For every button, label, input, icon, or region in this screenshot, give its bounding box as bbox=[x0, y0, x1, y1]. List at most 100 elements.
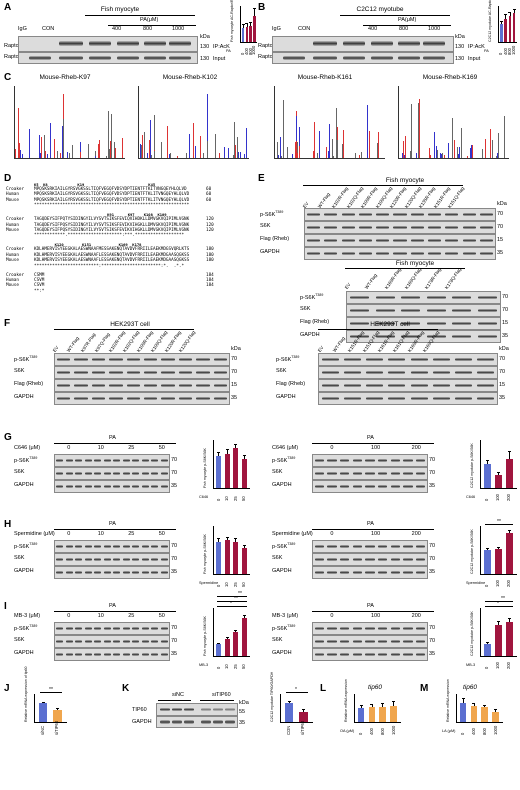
chart-bar bbox=[470, 706, 478, 722]
panel-g-left-chart: 0 10 25 50 Fish myocyte p-S6K/S6K C646 bbox=[199, 440, 250, 502]
title-line bbox=[54, 329, 194, 330]
chart-bar bbox=[284, 703, 294, 722]
chart-bar bbox=[216, 456, 222, 488]
spectrum-peak bbox=[416, 152, 418, 158]
tick-label: 200 bbox=[506, 494, 512, 501]
lane-label: siTIP60 bbox=[212, 692, 231, 698]
chart-bar bbox=[483, 644, 491, 656]
dose-label: 10 bbox=[97, 531, 104, 537]
blot-band bbox=[84, 652, 92, 657]
kda-label: kDa bbox=[231, 346, 241, 352]
blot-band bbox=[393, 238, 407, 243]
spectrum-peak bbox=[286, 147, 288, 158]
error-cap bbox=[217, 642, 221, 644]
spectrum-peak bbox=[295, 111, 297, 158]
tick-label: siTIP60 bbox=[300, 720, 306, 735]
blot-band bbox=[56, 652, 64, 657]
row-label: GAPDH bbox=[300, 332, 320, 338]
kda-value: 35 bbox=[171, 483, 178, 489]
row-label: GAPDH bbox=[14, 568, 34, 574]
blot-band bbox=[403, 484, 413, 489]
sequence-row: TAGQDEYSIFPQSYSIDINGYILVYSVTSIKSFEVIKVIH… bbox=[34, 222, 190, 228]
panel-f-blots-right: kDa p-S6KT389 70 S6K 70 Flag (Rheb) 15 GAPDH 35 bbox=[276, 346, 512, 413]
kda-value: 70 bbox=[429, 625, 436, 631]
spectrum-peak bbox=[39, 135, 40, 158]
error-bar bbox=[235, 538, 236, 542]
kda-value: 35 bbox=[171, 569, 178, 575]
blot-band bbox=[479, 225, 493, 230]
error-bar bbox=[250, 22, 251, 27]
blot-band bbox=[141, 639, 149, 644]
blot-band bbox=[401, 334, 421, 339]
chart-plot-area: * ** bbox=[480, 597, 517, 657]
blot-tip60 bbox=[156, 703, 238, 716]
lane-label: WT-Flag bbox=[65, 335, 80, 353]
blot-band bbox=[84, 484, 92, 489]
blot-strip bbox=[54, 635, 170, 648]
blot-band bbox=[132, 652, 140, 657]
blot-band bbox=[75, 544, 83, 549]
row-label: GAPDH bbox=[132, 719, 152, 725]
blot-band bbox=[132, 639, 140, 644]
tick-label: siTIP60 bbox=[54, 720, 60, 735]
blot-band bbox=[65, 639, 73, 644]
error-bar bbox=[484, 705, 486, 708]
tick-label: 0 bbox=[215, 666, 221, 669]
panel-label-j: J bbox=[4, 683, 10, 694]
spectrum-peak bbox=[72, 144, 73, 158]
blot-band bbox=[57, 383, 71, 388]
kda-value: 70 bbox=[171, 543, 178, 549]
blot-band bbox=[151, 458, 159, 463]
blot-band bbox=[432, 396, 450, 401]
blot-band bbox=[122, 557, 130, 562]
chart-bar bbox=[494, 548, 502, 574]
blot-band bbox=[377, 626, 388, 631]
dose-label: 0 bbox=[67, 613, 71, 619]
spectrum-peak bbox=[482, 149, 483, 158]
chart-bar bbox=[241, 27, 245, 42]
title-line bbox=[303, 185, 463, 186]
spectrum-peak bbox=[452, 118, 454, 158]
spectrum-peak bbox=[224, 147, 225, 158]
panel-m-title: tip60 bbox=[462, 684, 478, 691]
sequence-end: 60 bbox=[206, 192, 212, 198]
blot-band bbox=[410, 238, 424, 243]
blot-band bbox=[390, 652, 401, 657]
blot-band bbox=[56, 471, 64, 476]
row-label: GAPDH bbox=[272, 482, 292, 488]
row-label: S6K bbox=[272, 469, 283, 475]
blot-band bbox=[393, 212, 407, 217]
error-cap bbox=[496, 547, 500, 548]
spectrum-peak bbox=[277, 142, 278, 158]
blot-strip bbox=[54, 366, 230, 379]
blot-band bbox=[377, 557, 388, 562]
blot-band bbox=[132, 544, 140, 549]
error-cap bbox=[225, 536, 229, 538]
blot-band bbox=[126, 357, 140, 362]
spectrum-peak bbox=[43, 134, 45, 158]
row-label: S6K bbox=[14, 637, 25, 643]
blot-band bbox=[403, 639, 413, 644]
error-bar bbox=[243, 456, 245, 460]
chart-plot-area bbox=[240, 6, 257, 43]
panel-g-left: PA C646 (μM) 0 10 25 50 p-S6KT389 70 S6K 70 GAPDH 3… bbox=[14, 435, 184, 514]
species-name: Croaker bbox=[6, 272, 25, 278]
blot-strip bbox=[312, 467, 428, 480]
panel-a-pa-label: PA(μM) bbox=[140, 17, 159, 23]
lane-label: K178R-Flag bbox=[423, 267, 443, 290]
panel-i-left: PA MB-3 (μM) 0 10 25 50 p-S6KT389 70 S6K 70 GAPDH 3… bbox=[14, 603, 184, 682]
spectrum-peak bbox=[87, 143, 89, 158]
blot-band bbox=[314, 458, 325, 463]
chart-bar bbox=[233, 632, 239, 656]
sequence-row: KDLHMERVISYEEGKALAESWNAAFLESSAKENQTAVDVF… bbox=[34, 252, 190, 258]
blot-strip bbox=[312, 454, 428, 467]
spectrum-peak bbox=[57, 151, 58, 158]
treatment-label: C646 (μM) bbox=[14, 445, 41, 451]
blot-band bbox=[103, 544, 111, 549]
title-line bbox=[345, 268, 465, 269]
row-label: Raptor bbox=[258, 43, 275, 49]
blot-band bbox=[327, 570, 337, 575]
row-label: TIP60 bbox=[132, 707, 147, 713]
blot-band bbox=[122, 458, 130, 463]
blot-band bbox=[141, 484, 149, 489]
